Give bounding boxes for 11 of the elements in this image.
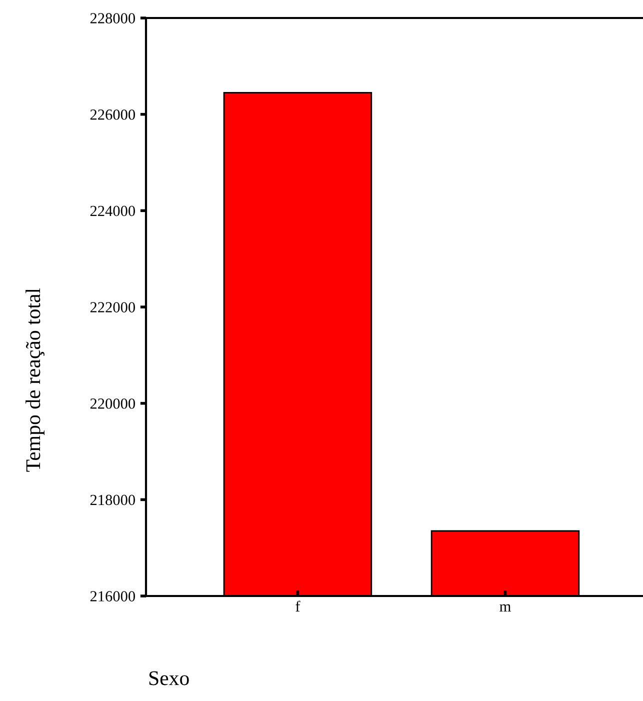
- y-axis-title: Tempo de reação total: [26, 288, 44, 472]
- y-tick-label: 228000: [90, 13, 135, 24]
- y-tick-label: 224000: [90, 206, 135, 216]
- y-tick-label: 222000: [90, 302, 135, 312]
- y-tick-label: 220000: [90, 398, 135, 409]
- x-tick-label: f: [296, 600, 300, 612]
- x-tick-label: m: [500, 604, 511, 612]
- y-tick-label: 216000: [90, 591, 135, 602]
- y-tick-label: 218000: [90, 494, 135, 506]
- y-tick-label: 226000: [90, 109, 135, 120]
- x-axis-title: Sexo: [149, 671, 189, 686]
